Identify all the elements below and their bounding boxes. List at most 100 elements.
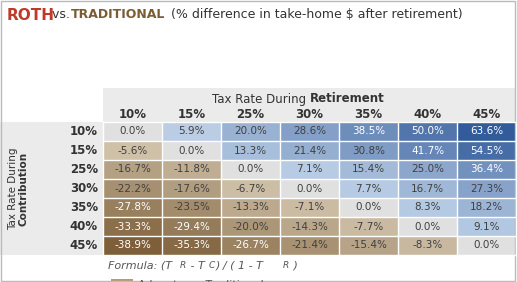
Text: 40%: 40% — [70, 220, 98, 233]
Text: 38.5%: 38.5% — [352, 127, 385, 136]
Bar — [339, 141, 398, 160]
Bar — [162, 198, 221, 217]
Bar — [280, 198, 339, 217]
Text: 0.0%: 0.0% — [178, 146, 205, 155]
Bar — [398, 236, 457, 255]
Text: -22.2%: -22.2% — [114, 184, 151, 193]
Text: -8.3%: -8.3% — [413, 241, 443, 250]
Bar — [457, 179, 516, 198]
Text: -7.1%: -7.1% — [294, 202, 325, 213]
Bar — [162, 160, 221, 179]
Text: - T: - T — [187, 261, 205, 271]
Text: -20.0%: -20.0% — [232, 221, 269, 232]
Bar — [457, 217, 516, 236]
Bar — [221, 122, 280, 141]
Bar — [280, 179, 339, 198]
Text: 25%: 25% — [236, 107, 265, 120]
Text: -27.8%: -27.8% — [114, 202, 151, 213]
Text: Formula: (T: Formula: (T — [108, 261, 172, 271]
Text: 41.7%: 41.7% — [411, 146, 444, 155]
Bar — [339, 160, 398, 179]
Text: ) / ( 1 - T: ) / ( 1 - T — [216, 261, 264, 271]
Text: C: C — [209, 261, 215, 270]
Text: ROTH: ROTH — [7, 8, 55, 23]
Text: 10%: 10% — [118, 107, 146, 120]
Text: R: R — [283, 261, 289, 270]
Text: 8.3%: 8.3% — [414, 202, 441, 213]
Bar — [103, 88, 516, 122]
Text: Tax Rate During: Tax Rate During — [211, 92, 310, 105]
Text: -13.3%: -13.3% — [232, 202, 269, 213]
Text: 25%: 25% — [70, 163, 98, 176]
Text: (% difference in take-home $ after retirement): (% difference in take-home $ after retir… — [163, 8, 463, 21]
Bar — [457, 198, 516, 217]
Text: -15.4%: -15.4% — [350, 241, 387, 250]
Bar — [339, 122, 398, 141]
Bar — [457, 236, 516, 255]
Text: 30%: 30% — [296, 107, 324, 120]
Bar — [280, 236, 339, 255]
Bar — [280, 160, 339, 179]
Text: 10%: 10% — [70, 125, 98, 138]
Bar — [111, 279, 133, 282]
Bar — [398, 217, 457, 236]
Text: 9.1%: 9.1% — [473, 221, 500, 232]
Text: 13.3%: 13.3% — [234, 146, 267, 155]
Text: Tax Rate During: Tax Rate During — [8, 147, 18, 230]
Text: 21.4%: 21.4% — [293, 146, 326, 155]
Text: 30.8%: 30.8% — [352, 146, 385, 155]
Text: 45%: 45% — [473, 107, 500, 120]
Bar — [280, 122, 339, 141]
Text: -26.7%: -26.7% — [232, 241, 269, 250]
Bar — [221, 160, 280, 179]
Text: -38.9%: -38.9% — [114, 241, 151, 250]
Text: -21.4%: -21.4% — [291, 241, 328, 250]
Text: 0.0%: 0.0% — [119, 127, 146, 136]
Bar — [457, 160, 516, 179]
Text: -11.8%: -11.8% — [173, 164, 210, 175]
Text: 0.0%: 0.0% — [474, 241, 499, 250]
Bar — [162, 179, 221, 198]
Text: 40%: 40% — [414, 107, 442, 120]
Text: 35%: 35% — [355, 107, 383, 120]
Text: Contribution: Contribution — [19, 151, 29, 226]
Text: 63.6%: 63.6% — [470, 127, 503, 136]
Text: 28.6%: 28.6% — [293, 127, 326, 136]
Bar — [221, 179, 280, 198]
Bar — [398, 141, 457, 160]
Bar — [162, 217, 221, 236]
Text: 0.0%: 0.0% — [237, 164, 264, 175]
Text: -6.7%: -6.7% — [235, 184, 266, 193]
Text: 45%: 45% — [70, 239, 98, 252]
Text: 30%: 30% — [70, 182, 98, 195]
Bar — [221, 217, 280, 236]
Text: ): ) — [290, 261, 298, 271]
Bar — [457, 141, 516, 160]
Text: -7.7%: -7.7% — [354, 221, 384, 232]
Text: -16.7%: -16.7% — [114, 164, 151, 175]
Bar — [339, 217, 398, 236]
Text: 7.7%: 7.7% — [355, 184, 382, 193]
Text: -17.6%: -17.6% — [173, 184, 210, 193]
Text: -14.3%: -14.3% — [291, 221, 328, 232]
Text: vs.: vs. — [48, 8, 74, 21]
Bar — [398, 160, 457, 179]
Bar — [103, 217, 162, 236]
Bar — [339, 198, 398, 217]
Text: -35.3%: -35.3% — [173, 241, 210, 250]
Bar — [103, 198, 162, 217]
Text: TRADITIONAL: TRADITIONAL — [71, 8, 165, 21]
Text: Retirement: Retirement — [310, 92, 384, 105]
Bar — [280, 217, 339, 236]
Text: 36.4%: 36.4% — [470, 164, 503, 175]
Text: 5.9%: 5.9% — [178, 127, 205, 136]
Text: Advantage: Traditional: Advantage: Traditional — [138, 280, 264, 282]
Bar — [103, 236, 162, 255]
Text: 20.0%: 20.0% — [234, 127, 267, 136]
Bar — [398, 198, 457, 217]
Bar — [221, 198, 280, 217]
Bar — [103, 141, 162, 160]
Bar — [162, 122, 221, 141]
Bar — [0, 122, 103, 255]
Text: -23.5%: -23.5% — [173, 202, 210, 213]
